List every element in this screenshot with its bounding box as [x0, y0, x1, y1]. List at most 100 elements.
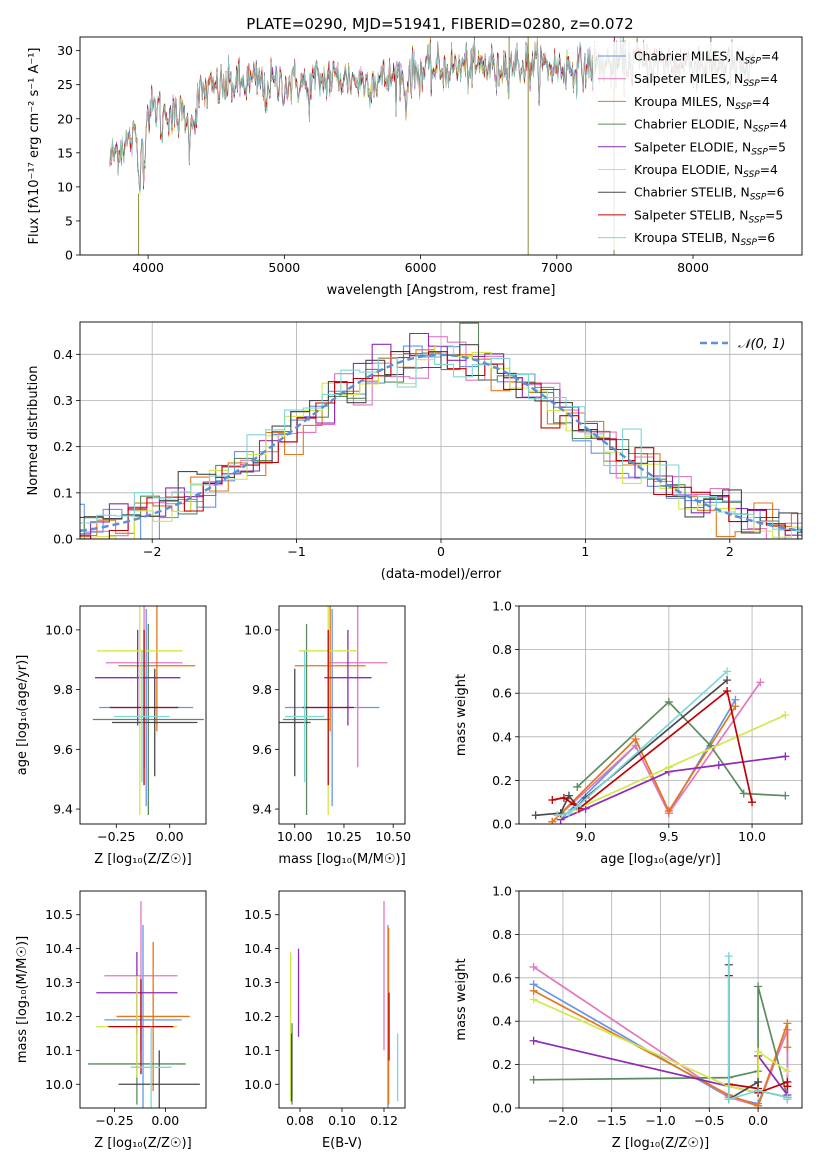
weight-marker	[553, 811, 562, 820]
histogram-series-2	[80, 344, 802, 538]
figure-title: PLATE=0290, MJD=51941, FIBERID=0280, z=0…	[246, 15, 633, 33]
y-tick-label: 0.2	[492, 1057, 512, 1072]
y-tick-label: 5	[65, 213, 73, 228]
weight-marker	[664, 697, 673, 706]
age-vs-z-errorbars	[92, 606, 204, 816]
weight-marker	[631, 734, 640, 743]
age-vs-mass-errorbars	[279, 606, 388, 816]
y-tick-label: 0.6	[492, 970, 512, 985]
y-tick-label: 10.3	[244, 975, 272, 990]
x-tick-label: 10.00	[277, 829, 313, 844]
x-tick-label: 4000	[132, 260, 164, 275]
y-tick-label: 1.0	[492, 599, 512, 614]
y-axis-label: Flux [fλ10⁻¹⁷ erg cm⁻² s⁻¹ A⁻¹]	[27, 48, 42, 245]
x-tick-label: 10.50	[375, 829, 411, 844]
y-tick-label: 0.8	[492, 642, 512, 657]
y-tick-label: 10.2	[45, 1009, 73, 1024]
y-tick-label: 9.6	[53, 742, 73, 757]
axes-frame	[518, 890, 803, 1109]
y-tick-label: 0.6	[492, 686, 512, 701]
legend-label: Chabrier MILES, NSSP=4	[634, 50, 779, 67]
x-tick-label: −1.0	[645, 1113, 675, 1128]
y-tick-label: 9.8	[252, 682, 272, 697]
x-tick-label: −0.5	[694, 1113, 724, 1128]
weight-marker	[529, 995, 538, 1004]
legend-label: Chabrier ELODIE, NSSP=4	[634, 118, 787, 135]
weight-marker	[739, 789, 748, 798]
x-tick-label: 1	[581, 544, 589, 559]
x-tick-label: −0.25	[95, 1113, 133, 1128]
weight-marker	[783, 1043, 792, 1052]
age-vs-mass-panel: 10.00 10.25 10.50 9.4 9.6 9.8 10.0 mass [log₁₀(…	[244, 605, 411, 867]
mass-weight-vs-z-panel: −2.0 −1.5 −1.0 −0.5 0.0 0.0 0.2 0.4 0.6 0.8 1.0 Z […	[454, 884, 803, 1151]
legend-label: Salpeter STELIB, NSSP=5	[634, 208, 783, 225]
histogram-series-7	[80, 351, 802, 539]
weight-marker	[548, 817, 557, 824]
x-tick-label: 10.25	[326, 829, 362, 844]
weight-marker	[724, 952, 733, 961]
x-axis-label: Z [log₁₀(Z/Z☉)]	[94, 1136, 191, 1151]
weight-marker	[564, 791, 573, 800]
x-axis-label: E(B-V)	[322, 1136, 362, 1151]
x-axis-label: age [log₁₀(age/yr)]	[600, 852, 721, 867]
weight-marker	[664, 763, 673, 772]
weight-marker	[531, 811, 540, 820]
x-tick-label: 0.00	[156, 829, 184, 844]
weight-series-3	[576, 700, 786, 797]
x-axis-label: mass [log₁₀(M/M☉)]	[278, 852, 405, 867]
histogram-series-6	[80, 344, 802, 539]
x-axis-label: Z [log₁₀(Z/Z☉)]	[94, 852, 191, 867]
weight-marker	[754, 1101, 763, 1108]
y-tick-label: 25	[57, 77, 73, 92]
weight-marker	[664, 806, 673, 815]
weight-marker	[714, 761, 723, 770]
residuals-panel: −2 −1 0 1 2 0.0 0.1 0.2 0.3 0.4 (data-model)/error…	[26, 321, 803, 582]
y-tick-label: 10.0	[45, 1077, 73, 1092]
y-tick-label: 10.0	[45, 622, 73, 637]
weight-marker	[754, 1086, 763, 1095]
plot-layer: 4000 5000 6000 7000 8000051015202530waveleng…	[15, 36, 803, 1151]
x-tick-label: 0.0	[748, 1113, 768, 1128]
y-tick-label: 20	[57, 111, 73, 126]
y-tick-label: 10.3	[45, 975, 73, 990]
x-tick-label: −0.25	[97, 829, 135, 844]
y-tick-label: 10.0	[244, 622, 272, 637]
y-axis-label: age [log₁₀(age/yr)]	[15, 655, 30, 776]
x-tick-label: 0.00	[151, 1113, 179, 1128]
normal-curve	[80, 353, 802, 533]
legend-label: Salpeter ELODIE, NSSP=5	[634, 140, 786, 157]
y-tick-label: 10.1	[45, 1043, 73, 1058]
weight-marker	[573, 782, 582, 791]
x-tick-label: 0	[437, 544, 445, 559]
x-tick-label: 0.12	[370, 1113, 398, 1128]
y-axis-label: mass weight	[454, 958, 469, 1040]
weight-marker	[783, 1067, 792, 1076]
weight-marker	[723, 667, 732, 676]
x-tick-label: 9.5	[659, 829, 679, 844]
x-tick-label: 0.08	[286, 1113, 314, 1128]
x-tick-label: 0.10	[328, 1113, 356, 1128]
weight-marker	[781, 791, 790, 800]
spectrum-legend: Chabrier MILES, NSSP=4 Salpeter MILES, NS…	[593, 42, 798, 250]
weight-marker	[564, 809, 573, 818]
legend-label: Salpeter MILES, NSSP=4	[634, 72, 778, 89]
mass-weight-vs-age-panel: 9.0 9.5 10.0 0.0 0.2 0.4 0.6 0.8 1.0 age [log₁₀(a…	[454, 599, 803, 867]
y-tick-label: 0.0	[492, 817, 512, 832]
y-tick-label: 0.0	[492, 1101, 512, 1116]
legend-label: Chabrier STELIB, NSSP=6	[634, 186, 785, 203]
y-tick-label: 0.8	[492, 927, 512, 942]
x-tick-label: 8000	[677, 260, 709, 275]
axes-frame	[79, 321, 803, 540]
y-tick-label: 15	[57, 145, 73, 160]
mass-vs-z-errorbars	[88, 901, 200, 1108]
y-tick-label: 0.0	[53, 532, 73, 547]
y-tick-label: 9.4	[53, 802, 73, 817]
axes-frame	[79, 605, 207, 825]
axes-frame	[79, 890, 207, 1109]
x-axis-label: Z [log₁₀(Z/Z☉)]	[612, 1136, 709, 1151]
x-tick-label: 7000	[541, 260, 573, 275]
weight-marker	[529, 962, 538, 971]
weight-marker	[529, 986, 538, 995]
weight-marker	[573, 802, 582, 811]
y-tick-label: 9.4	[252, 802, 272, 817]
